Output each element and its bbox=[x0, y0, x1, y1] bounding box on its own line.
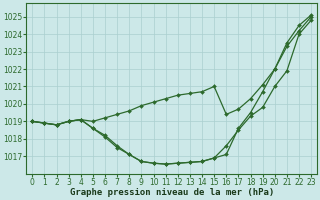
X-axis label: Graphe pression niveau de la mer (hPa): Graphe pression niveau de la mer (hPa) bbox=[69, 188, 274, 197]
